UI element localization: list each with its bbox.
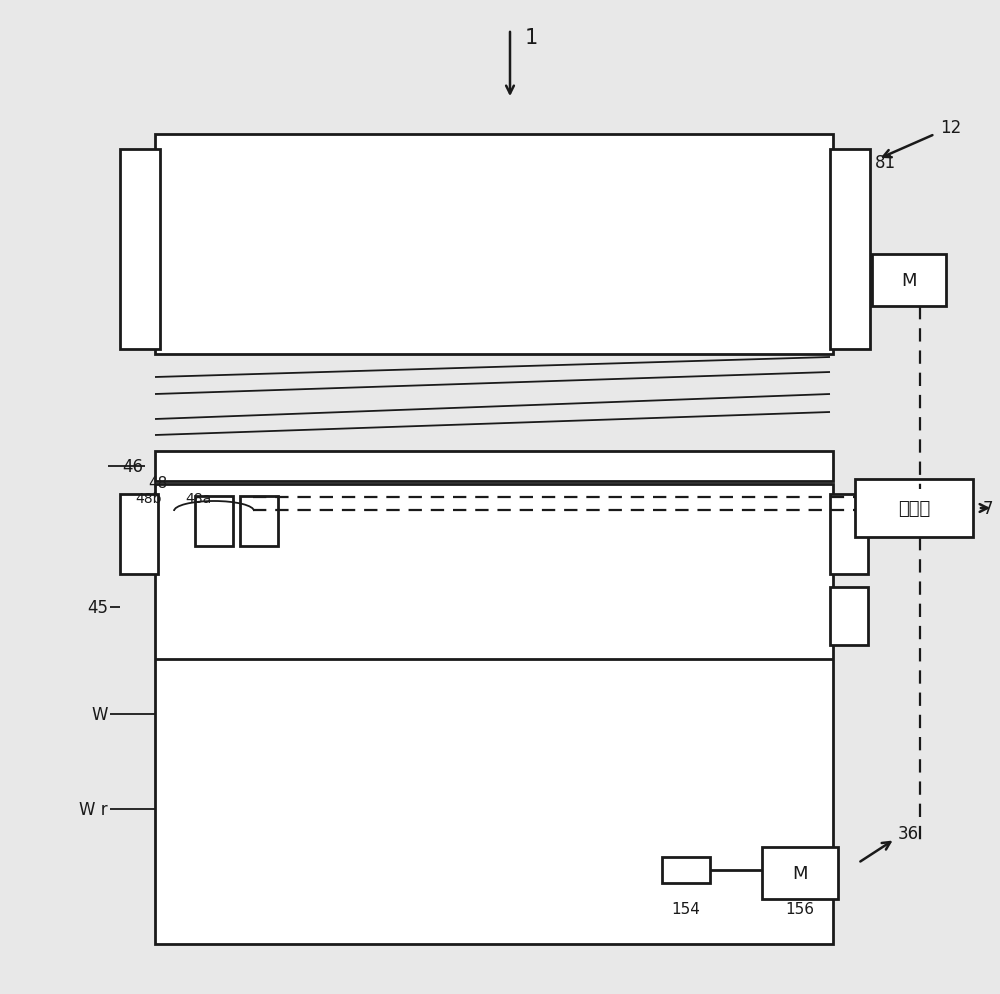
Text: 1: 1 — [525, 28, 538, 48]
Bar — [155, 451, 833, 481]
Bar — [830, 587, 868, 645]
Bar — [155, 135, 833, 355]
Text: M: M — [901, 271, 917, 289]
Text: 48b: 48b — [135, 491, 162, 506]
Text: 12: 12 — [940, 119, 961, 137]
Bar — [830, 150, 870, 350]
Bar — [155, 484, 833, 944]
Bar — [855, 479, 973, 538]
Text: 156: 156 — [786, 902, 814, 916]
Text: 48a: 48a — [185, 491, 211, 506]
Bar — [830, 494, 868, 575]
Text: M: M — [792, 864, 808, 882]
Bar — [195, 496, 233, 547]
Text: 154: 154 — [672, 902, 700, 916]
Bar — [662, 857, 710, 883]
Bar — [240, 496, 278, 547]
Text: W r: W r — [79, 800, 108, 818]
Text: 45: 45 — [87, 598, 108, 616]
Text: 控制部: 控制部 — [898, 500, 930, 518]
Bar — [120, 494, 158, 575]
Text: 36: 36 — [898, 824, 919, 842]
Text: 48: 48 — [148, 476, 167, 491]
Text: W: W — [92, 706, 108, 724]
Text: 81: 81 — [875, 154, 896, 172]
Bar — [872, 254, 946, 307]
Bar — [762, 847, 838, 900]
Text: 7: 7 — [983, 500, 994, 518]
Bar — [120, 150, 160, 350]
Text: 46: 46 — [122, 457, 143, 475]
